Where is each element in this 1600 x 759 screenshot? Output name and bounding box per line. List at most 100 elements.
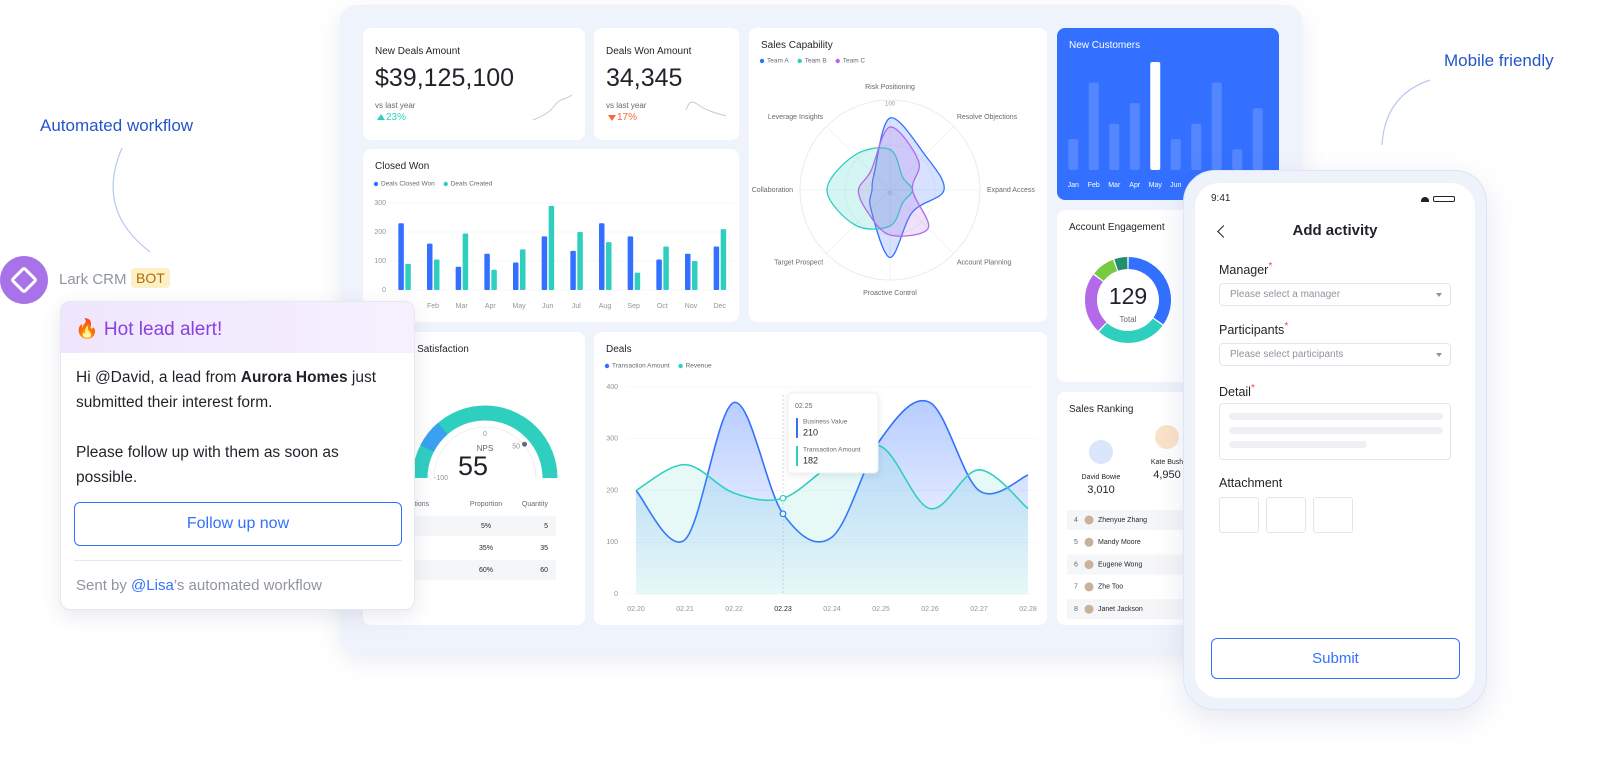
rank: 6 xyxy=(1074,561,1078,568)
kpi-compare: vs last year xyxy=(375,101,416,110)
axis-label: Collaboration xyxy=(752,187,793,194)
connector xyxy=(1381,79,1431,146)
axis-label: Proactive Control xyxy=(863,290,917,297)
bar xyxy=(541,236,548,290)
sender-name: Lark CRM xyxy=(59,271,127,288)
tooltip xyxy=(787,392,879,474)
message-text: Please follow up with them as soon as po… xyxy=(76,444,339,486)
kpi-compare: vs last year xyxy=(606,101,647,110)
legend-label: Team B xyxy=(805,58,827,65)
legend-label: Team C xyxy=(843,58,866,65)
bar xyxy=(462,233,469,290)
select[interactable]: Please select participants xyxy=(1219,343,1451,366)
submit-button[interactable]: Submit xyxy=(1211,638,1460,679)
axis-spoke xyxy=(889,126,954,191)
x-tick-label: Dec xyxy=(713,303,726,310)
bar xyxy=(1211,82,1222,170)
skeleton xyxy=(1229,413,1443,420)
bar xyxy=(548,205,555,290)
attachment-slot[interactable] xyxy=(1219,497,1259,533)
field-label: Detail* xyxy=(1219,383,1255,399)
donut-segment xyxy=(1085,274,1107,331)
legend-dot xyxy=(759,58,765,64)
x-tick-label: Nov xyxy=(685,303,698,310)
bar xyxy=(1170,139,1181,170)
bar xyxy=(520,249,526,290)
donut-total: 129 xyxy=(1109,283,1147,309)
x-tick-label: Mar xyxy=(456,303,469,310)
y-tick-label: 0 xyxy=(382,287,386,294)
card-title: Sales Capability xyxy=(761,40,833,51)
y-tick-label: 300 xyxy=(374,200,386,207)
line xyxy=(635,399,1029,543)
action-button[interactable]: Follow up now xyxy=(74,502,402,546)
avatar xyxy=(1153,423,1181,451)
bar xyxy=(720,229,727,290)
avatar xyxy=(1084,560,1094,570)
x-tick-label: Apr xyxy=(1129,182,1141,189)
bar xyxy=(1088,82,1099,170)
attachment-slot[interactable] xyxy=(1266,497,1306,533)
rank-name: Zhe Too xyxy=(1098,584,1123,591)
card-title: Deals xyxy=(606,344,632,355)
bar xyxy=(577,232,583,290)
user-link[interactable]: @Lisa xyxy=(131,577,174,594)
kpi-change: 17% xyxy=(617,112,638,123)
x-tick-label: Mar xyxy=(1108,182,1121,189)
sparkline xyxy=(532,94,573,121)
table-cell: 5% xyxy=(481,523,491,530)
kpi-value: $39,125,100 xyxy=(375,64,515,92)
bar xyxy=(455,266,462,290)
card-header xyxy=(61,302,414,353)
x-tick-label: 02.24 xyxy=(823,606,841,613)
x-tick-label: 02.23 xyxy=(774,606,792,613)
message-text: Hi @David, a lead from Aurora Homes just… xyxy=(76,365,401,415)
avatar xyxy=(1084,604,1094,614)
bar xyxy=(491,269,497,290)
bar xyxy=(634,272,641,290)
x-tick-label: 02.28 xyxy=(1019,606,1037,613)
select[interactable]: Please select a manager xyxy=(1219,283,1451,306)
card-title: New Customers xyxy=(1069,40,1141,51)
tooltip-value: 210 xyxy=(803,427,818,437)
card-title: New Deals Amount xyxy=(375,46,461,57)
tooltip-marker xyxy=(796,418,798,438)
legend-label: Deals Created xyxy=(451,181,493,188)
message-card: 🔥 Hot lead alert! Hi @David, a lead from… xyxy=(60,301,415,610)
alert-title: 🔥 Hot lead alert! xyxy=(75,319,223,340)
company: Aurora Homes xyxy=(240,369,348,386)
footer: Sent by @Lisa’s automated workflow xyxy=(76,577,322,594)
table-cell: 60% xyxy=(479,567,493,574)
text: ’s automated workflow xyxy=(173,577,322,594)
x-tick-label: Jun xyxy=(542,303,553,310)
legend-dot xyxy=(678,363,683,369)
placeholder: Please select a manager xyxy=(1230,289,1341,300)
ranker-name: David Bowie xyxy=(1082,474,1121,481)
text: just submitted their interest form. xyxy=(76,369,377,411)
gauge-band xyxy=(420,422,448,453)
text: Manager xyxy=(1219,263,1269,278)
bar xyxy=(1068,139,1079,170)
gauge-tick-label: 0 xyxy=(483,431,487,438)
gauge-tick-label: -100 xyxy=(434,475,448,482)
tooltip-name: Transaction Amount xyxy=(803,447,861,454)
textarea[interactable] xyxy=(1219,403,1451,460)
y-tick-label: 100 xyxy=(606,539,618,546)
kpi-card: New Deals Amount $39,125,100 vs last yea… xyxy=(363,28,585,140)
bar xyxy=(1109,123,1120,170)
avatar xyxy=(1084,537,1094,547)
donut-segment xyxy=(1094,259,1118,282)
x-tick-label: May xyxy=(512,303,526,310)
field-label: Attachment xyxy=(1219,476,1283,490)
radar-area xyxy=(826,147,914,230)
x-tick-label: Jun xyxy=(1170,182,1181,189)
axis-label: Account Planning xyxy=(957,260,1012,267)
text: Hi @David, a lead from xyxy=(76,369,241,386)
attachment-slot[interactable] xyxy=(1313,497,1353,533)
y-tick-label: 300 xyxy=(606,436,618,443)
phone: 9:41 Add activity Manager* Please select … xyxy=(1183,170,1487,710)
bar xyxy=(570,250,576,290)
x-tick-label: May xyxy=(1149,182,1163,189)
